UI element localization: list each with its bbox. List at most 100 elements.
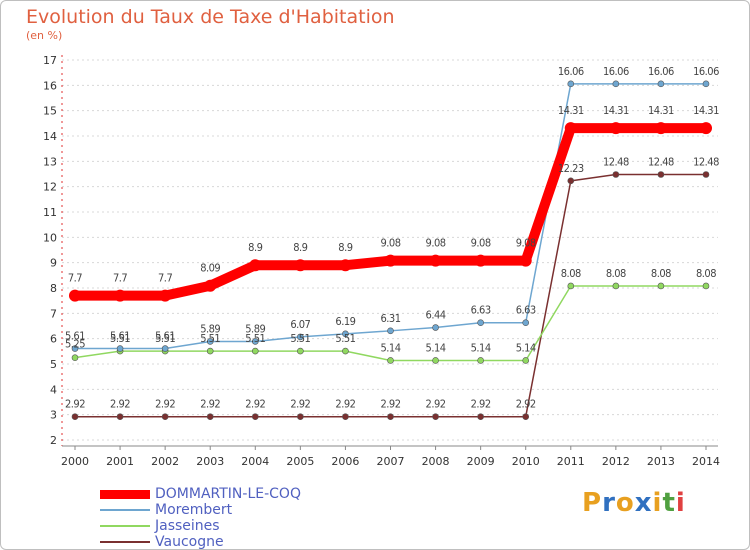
data-label: 14.31 xyxy=(693,104,719,117)
data-label: 8.08 xyxy=(606,267,626,280)
x-tick-label: 2008 xyxy=(422,455,450,468)
series-point xyxy=(522,319,530,327)
data-label: 16.06 xyxy=(603,65,629,78)
series-point xyxy=(609,122,622,135)
data-label: 16.06 xyxy=(648,65,674,78)
data-label: 5.61 xyxy=(65,330,85,343)
data-label: 6.31 xyxy=(380,312,400,325)
series-point xyxy=(294,259,307,272)
data-label: 8.09 xyxy=(200,262,220,275)
series-point xyxy=(116,413,124,420)
series-point xyxy=(71,354,79,361)
y-tick-label: 15 xyxy=(43,105,57,118)
data-label-layer: 7.7 7.7 7.7 8.09 8.9 8.9 8.9 9.08 9.08 9.08 9.08 14… xyxy=(65,65,720,411)
data-label: 6.44 xyxy=(426,309,446,322)
data-label: 9.08 xyxy=(380,237,400,250)
series-point xyxy=(564,122,577,135)
legend-label: Vaucogne xyxy=(155,534,224,550)
series-point xyxy=(384,254,397,267)
series-point xyxy=(159,289,172,302)
data-label: 8.08 xyxy=(651,267,671,280)
y-tick-label: 4 xyxy=(50,383,57,396)
x-tick-label: 2009 xyxy=(467,455,495,468)
line-chart: 2 3 4 5 6 7 8 9 10 11 12 13 14 15 16 17 2000 2001 2002 2003… xyxy=(43,54,720,468)
series-point xyxy=(477,357,484,364)
y-tick-label: 10 xyxy=(43,231,57,244)
series-point xyxy=(297,413,304,420)
data-label: 9.08 xyxy=(426,237,446,250)
series-point xyxy=(206,413,214,420)
data-label: 5.51 xyxy=(335,332,355,345)
series-point xyxy=(522,413,530,420)
series-point xyxy=(567,80,575,88)
series-point xyxy=(251,338,259,345)
series-point xyxy=(612,282,620,290)
x-tick-label: 2006 xyxy=(331,455,359,468)
legend-swatch xyxy=(100,490,150,499)
series-point xyxy=(339,259,352,272)
data-label: 8.9 xyxy=(248,241,262,254)
data-label: 7.7 xyxy=(68,272,82,285)
data-label: 14.31 xyxy=(558,104,584,117)
y-tick-label: 8 xyxy=(50,282,57,295)
series-point xyxy=(71,345,79,352)
series-point xyxy=(519,254,532,267)
x-tick-label: 2012 xyxy=(602,455,630,468)
data-label: 6.19 xyxy=(335,315,355,328)
x-tick-label: 2002 xyxy=(151,455,179,468)
series-point xyxy=(429,254,442,267)
series-point xyxy=(522,357,530,364)
data-label: 9.08 xyxy=(471,237,491,250)
logo-letter: i xyxy=(652,488,663,518)
x-tick-label: 2010 xyxy=(512,455,540,468)
y-tick-label: 6 xyxy=(50,333,57,346)
data-label: 5.25 xyxy=(65,338,85,351)
logo-letter: t xyxy=(662,488,676,518)
y-tick-label: 13 xyxy=(43,155,57,168)
series-point xyxy=(206,347,214,355)
y-tick-label: 17 xyxy=(43,54,57,67)
data-label: 5.51 xyxy=(200,332,220,345)
data-label: 2.92 xyxy=(110,398,130,411)
series-point xyxy=(251,413,259,420)
series-point xyxy=(387,413,394,420)
series-point xyxy=(114,289,127,302)
chart-title: Evolution du Taux de Taxe d'Habitation xyxy=(26,6,395,28)
legend-swatch xyxy=(100,541,150,543)
data-label: 5.14 xyxy=(516,341,536,354)
series-point xyxy=(387,327,394,335)
data-label: 8.9 xyxy=(293,241,307,254)
data-label: 2.92 xyxy=(426,398,446,411)
series-point xyxy=(477,413,484,420)
data-label: 5.89 xyxy=(245,322,265,335)
data-label: 8.08 xyxy=(696,267,716,280)
x-tick-label: 2007 xyxy=(377,455,405,468)
data-label: 2.92 xyxy=(471,398,491,411)
series-point xyxy=(204,279,217,292)
series-point xyxy=(657,282,665,290)
data-label: 6.63 xyxy=(471,304,491,317)
logo-letter: r xyxy=(602,488,616,518)
data-label: 16.06 xyxy=(558,65,584,78)
data-label: 14.31 xyxy=(603,104,629,117)
data-label: 5.51 xyxy=(245,332,265,345)
y-tick-label: 9 xyxy=(50,257,57,270)
x-tick-label: 2001 xyxy=(106,455,134,468)
data-label: 8.08 xyxy=(561,267,581,280)
data-label: 9.08 xyxy=(516,237,536,250)
grid-layer xyxy=(62,59,718,441)
data-label: 5.14 xyxy=(471,341,491,354)
x-tick-label: 2005 xyxy=(286,455,314,468)
series-point xyxy=(700,122,712,135)
proxiti-logo: Proxiti xyxy=(582,488,686,518)
legend-swatch xyxy=(100,525,150,527)
legend-label: Jasseines xyxy=(155,518,220,534)
y-tick-label: 5 xyxy=(50,358,57,371)
data-label: 5.14 xyxy=(380,341,400,354)
logo-letter: i xyxy=(675,488,686,518)
series-point xyxy=(69,289,81,302)
y-tick-label: 3 xyxy=(50,409,57,422)
series-point xyxy=(161,413,169,420)
series-point xyxy=(477,319,484,327)
